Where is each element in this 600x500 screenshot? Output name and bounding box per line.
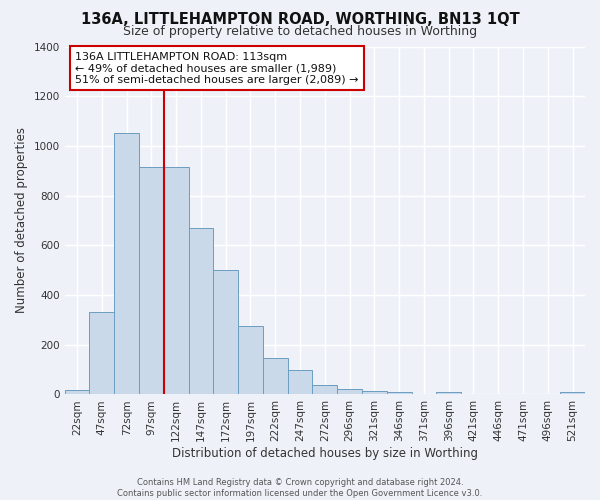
Bar [164, 167, 188, 394]
Bar [436, 392, 461, 394]
Bar [287, 370, 313, 394]
Bar [337, 389, 362, 394]
Text: 136A, LITTLEHAMPTON ROAD, WORTHING, BN13 1QT: 136A, LITTLEHAMPTON ROAD, WORTHING, BN13… [80, 12, 520, 28]
Bar [387, 392, 412, 394]
Text: Size of property relative to detached houses in Worthing: Size of property relative to detached ho… [123, 25, 477, 38]
Text: 136A LITTLEHAMPTON ROAD: 113sqm
← 49% of detached houses are smaller (1,989)
51%: 136A LITTLEHAMPTON ROAD: 113sqm ← 49% of… [75, 52, 359, 85]
Bar [188, 228, 214, 394]
Bar [263, 358, 287, 395]
Text: Contains HM Land Registry data © Crown copyright and database right 2024.
Contai: Contains HM Land Registry data © Crown c… [118, 478, 482, 498]
Bar [238, 326, 263, 394]
Bar [560, 392, 585, 394]
Bar [114, 134, 139, 394]
Bar [214, 270, 238, 394]
Bar [313, 384, 337, 394]
X-axis label: Distribution of detached houses by size in Worthing: Distribution of detached houses by size … [172, 447, 478, 460]
Bar [139, 167, 164, 394]
Y-axis label: Number of detached properties: Number of detached properties [15, 128, 28, 314]
Bar [65, 390, 89, 394]
Bar [362, 390, 387, 394]
Bar [89, 312, 114, 394]
